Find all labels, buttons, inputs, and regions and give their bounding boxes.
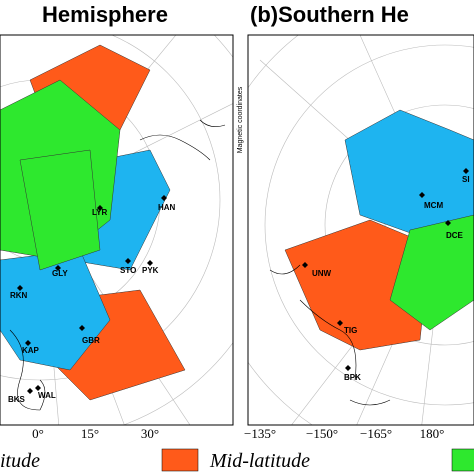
station-label: MCM (424, 201, 443, 210)
legend-swatch (451, 448, 474, 472)
lon-label: −150° (306, 426, 338, 441)
station-label: UNW (312, 269, 332, 278)
station-label: HAN (158, 203, 176, 212)
lon-label: 15° (81, 426, 99, 441)
legend-label: itude (0, 450, 40, 472)
right-stations: SI MCM DCE UNW TIG BPK (302, 168, 470, 382)
station-label: GLY (52, 269, 68, 278)
lon-label: 30° (141, 426, 159, 441)
panel-frame (0, 34, 234, 426)
station-label: KAP (22, 346, 40, 355)
lon-label: −135° (244, 426, 276, 441)
panel-frame (247, 34, 474, 426)
legend: itude Mid-latitude (0, 448, 474, 472)
station-label: BPK (344, 373, 361, 382)
station-marker (419, 192, 425, 198)
left-map (0, 35, 233, 425)
station-label: DCE (446, 231, 464, 240)
side-label: Magnetic coordinates (237, 86, 244, 153)
lon-label: 0° (32, 426, 44, 441)
left-stations: HAN LYR GLY STO PYK RKN KAP GBR BKS WAL (8, 195, 176, 404)
station-marker (27, 388, 33, 394)
right-map (248, 35, 474, 425)
lon-label: −165° (360, 426, 392, 441)
legend-label: Mid-latitude (209, 450, 310, 472)
station-marker (25, 340, 31, 346)
station-label: STO (120, 266, 136, 275)
station-marker (79, 325, 85, 331)
station-marker (302, 262, 308, 268)
station-label: PYK (142, 266, 159, 275)
station-label: TIG (344, 326, 357, 335)
panel-title: (b)Southern He (250, 2, 409, 27)
station-label: WAL (38, 391, 56, 400)
station-marker (97, 205, 103, 211)
station-marker (55, 265, 61, 271)
legend-swatch (161, 448, 199, 472)
station-marker (463, 168, 469, 174)
panel-title: Hemisphere (42, 2, 168, 27)
lon-label: 180° (420, 426, 445, 441)
station-marker (125, 258, 131, 264)
station-label: RKN (10, 291, 28, 300)
station-marker (337, 320, 343, 326)
station-marker (35, 385, 41, 391)
station-marker (445, 220, 451, 226)
station-label: SI (462, 175, 470, 184)
station-marker (147, 260, 153, 266)
station-marker (345, 365, 351, 371)
station-label: BKS (8, 395, 26, 404)
station-label: GBR (82, 336, 100, 345)
station-marker (17, 285, 23, 291)
station-marker (161, 195, 167, 201)
station-label: LYR (92, 208, 107, 217)
